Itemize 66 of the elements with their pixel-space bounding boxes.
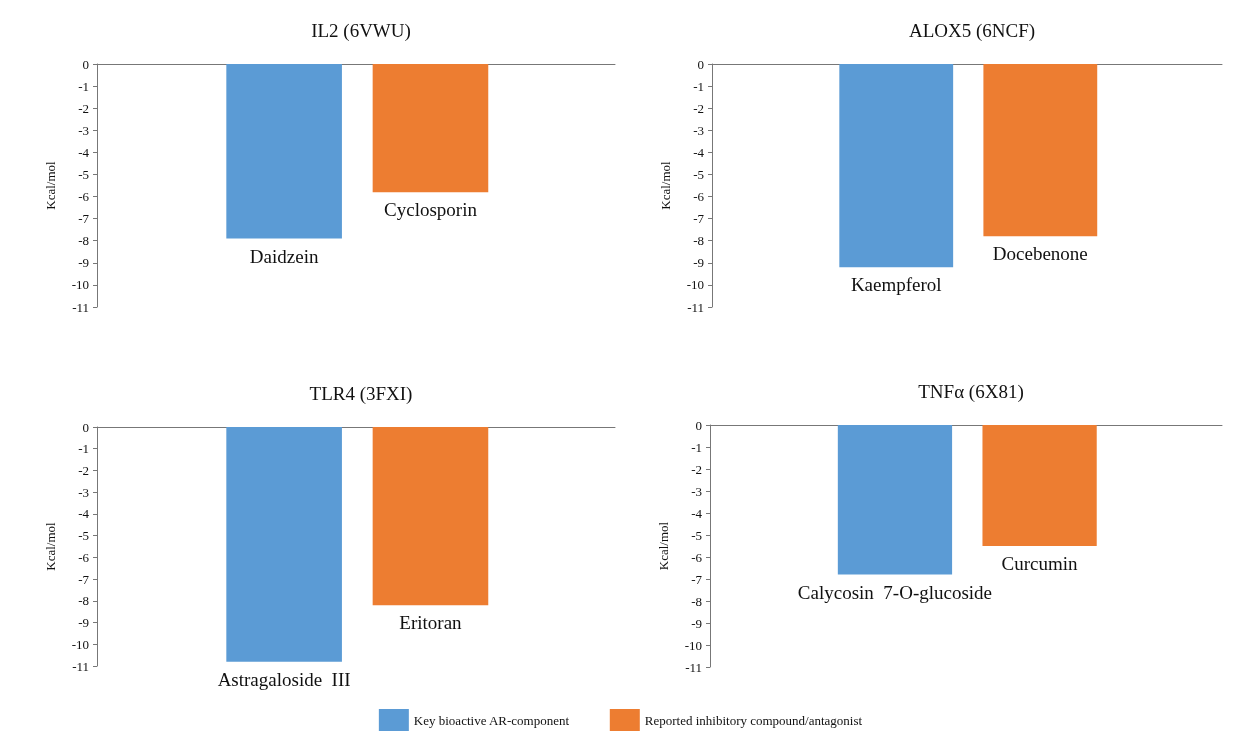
y-tick-label: -3 <box>78 484 89 500</box>
y-tick-label: -3 <box>691 483 702 499</box>
y-tick-label: 0 <box>82 419 89 435</box>
y-tick-label: -3 <box>78 122 89 138</box>
y-tick-label: -10 <box>71 277 89 293</box>
y-tick-label: -6 <box>78 189 90 205</box>
y-tick-label: -7 <box>691 571 703 587</box>
y-axis-title: Kcal/mol <box>658 160 673 210</box>
y-tick-label: -11 <box>72 658 89 674</box>
y-tick-label: -11 <box>687 299 704 315</box>
y-tick-label: -2 <box>78 100 89 116</box>
y-tick-label: 0 <box>82 56 89 72</box>
y-tick-label: -11 <box>685 659 702 675</box>
y-tick-label: -10 <box>684 637 702 653</box>
x-tick-label: Daidzein <box>249 245 319 267</box>
y-tick-label: -10 <box>686 277 704 293</box>
x-tick-label: Calycosin 7-O-glucoside <box>797 581 993 603</box>
x-tick-label: Cyclosporin <box>384 199 478 221</box>
y-tick-label: -2 <box>78 462 89 478</box>
y-tick-label: 0 <box>695 417 702 433</box>
x-tick-label: Curcumin <box>1001 553 1079 574</box>
y-tick-label: -2 <box>691 461 702 477</box>
y-tick-label: 0 <box>697 56 704 72</box>
legend-label: Key bioactive AR-component <box>413 712 570 728</box>
y-tick-label: -10 <box>71 636 89 652</box>
y-tick-label: -5 <box>78 528 89 544</box>
y-tick-label: -5 <box>691 527 702 543</box>
y-tick-label: -9 <box>78 615 89 631</box>
y-tick-label: -7 <box>693 211 705 227</box>
y-tick-label: -1 <box>78 78 89 94</box>
y-tick-label: -7 <box>78 211 90 227</box>
y-tick-label: -3 <box>693 122 704 138</box>
chart-title: TNFα (6X81) <box>918 381 1024 403</box>
y-axis-title: Kcal/mol <box>656 521 671 571</box>
y-axis-title: Kcal/mol <box>43 160 58 210</box>
x-tick-label: Eritoran <box>399 612 463 634</box>
y-tick-label: -1 <box>693 78 704 94</box>
y-tick-label: -1 <box>691 439 702 455</box>
x-tick-label: Astragaloside III <box>217 668 351 690</box>
y-tick-label: -2 <box>693 100 704 116</box>
y-tick-label: -5 <box>693 166 704 182</box>
y-tick-label: -8 <box>78 593 89 609</box>
x-tick-label: Docebenone <box>992 243 1088 265</box>
chart-title: IL2 (6VWU) <box>311 20 411 42</box>
y-tick-label: -4 <box>78 144 90 160</box>
y-tick-label: -4 <box>691 505 703 521</box>
y-axis-title: Kcal/mol <box>43 521 58 571</box>
y-tick-label: -4 <box>78 506 90 522</box>
chart-title: TLR4 (3FXI) <box>309 383 413 405</box>
y-tick-label: -11 <box>72 299 89 315</box>
y-tick-label: -8 <box>693 233 704 249</box>
y-tick-label: -4 <box>693 144 705 160</box>
y-tick-label: -8 <box>691 593 702 609</box>
y-tick-label: -9 <box>691 615 702 631</box>
y-tick-label: -7 <box>78 571 90 587</box>
legend-label: Reported inhibitory compound/antagonist <box>644 712 863 728</box>
y-tick-label: -6 <box>691 549 703 565</box>
y-tick-label: -5 <box>78 166 89 182</box>
y-tick-label: -1 <box>78 441 89 457</box>
y-tick-label: -9 <box>78 255 89 271</box>
chart-title: ALOX5 (6NCF) <box>908 20 1036 42</box>
y-tick-label: -8 <box>78 233 89 249</box>
y-tick-label: -6 <box>693 189 705 205</box>
x-tick-label: Kaempferol <box>850 274 942 296</box>
y-tick-label: -6 <box>78 549 90 565</box>
y-tick-label: -9 <box>693 255 704 271</box>
